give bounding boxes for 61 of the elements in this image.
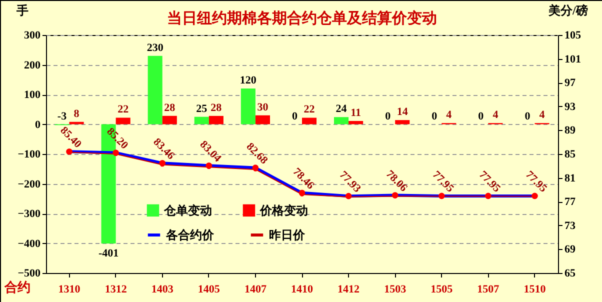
x-tick-label: 1407 — [244, 284, 267, 296]
y2-axis-title: 美分/磅 — [548, 4, 588, 18]
y2-tick-label: 65 — [564, 268, 576, 280]
x-tick-label: 1403 — [151, 284, 174, 296]
y2-tick-label: 81 — [564, 172, 576, 184]
y-tick-label: 0 — [35, 118, 41, 131]
data-label: 0 — [385, 110, 392, 122]
y2-tick-label: 89 — [564, 124, 576, 137]
data-label: 8 — [74, 108, 80, 120]
y-tick-label: 100 — [24, 89, 41, 101]
y-tick-label: 200 — [24, 59, 41, 72]
x-tick-label: 1312 — [104, 284, 128, 296]
data-label: 25 — [196, 102, 208, 115]
x-axis-title: 合约 — [4, 280, 30, 294]
data-label: 11 — [350, 106, 362, 119]
data-label: -3 — [57, 110, 68, 122]
y-tick-label: −100 — [18, 148, 41, 160]
data-label: 4 — [492, 109, 499, 122]
y2-tick-label: 101 — [564, 53, 581, 66]
x-tick-label: 1412 — [338, 284, 360, 296]
data-label: 22 — [304, 104, 316, 116]
data-label: 28 — [164, 102, 176, 114]
y2-tick-label: 105 — [564, 30, 582, 42]
data-label: 0 — [432, 110, 438, 122]
x-tick-label: 1510 — [524, 284, 546, 296]
y-axis-title: 手 — [16, 4, 28, 18]
data-label: 0 — [524, 110, 531, 122]
y2-tick-label: 77 — [564, 196, 576, 208]
y2-tick-label: 73 — [564, 220, 576, 232]
y-tick-label: −200 — [18, 178, 41, 190]
data-label: 30 — [257, 101, 269, 114]
data-label: 24 — [336, 103, 348, 116]
y2-tick-label: 97 — [564, 77, 576, 90]
data-label: 4 — [446, 109, 452, 122]
legend-label: 昨日价 — [269, 228, 306, 242]
data-label: 14 — [396, 106, 408, 118]
data-label: 4 — [539, 109, 546, 122]
data-label: -401 — [98, 248, 119, 260]
x-tick-label: 1310 — [58, 284, 81, 296]
legend-label: 仓单变动 — [163, 203, 212, 218]
y-tick-label: −400 — [18, 238, 41, 250]
x-tick-label: 1410 — [291, 284, 314, 296]
y-tick-label: −300 — [18, 208, 41, 220]
data-label: 230 — [146, 42, 164, 54]
x-tick-label: 1505 — [430, 284, 454, 296]
y2-tick-label: 69 — [564, 244, 576, 256]
y2-tick-label: 85 — [564, 148, 576, 160]
y-tick-label: 300 — [24, 30, 41, 42]
data-label: 0 — [478, 110, 484, 122]
chart-title: 当日纽约期棉各期合约仓单及结算价变动 — [167, 9, 437, 27]
data-label: 28 — [210, 102, 222, 114]
y-tick-label: −500 — [18, 268, 41, 280]
data-label: 0 — [292, 110, 298, 122]
x-tick-label: 1503 — [384, 284, 407, 296]
legend-label: 价格变动 — [259, 203, 308, 218]
data-label: 22 — [118, 104, 130, 116]
legend-label: 各合约价 — [165, 228, 215, 242]
x-tick-label: 1507 — [477, 284, 500, 296]
x-tick-label: 1405 — [198, 284, 220, 296]
y2-tick-label: 93 — [564, 100, 576, 113]
data-label: 120 — [240, 74, 257, 87]
